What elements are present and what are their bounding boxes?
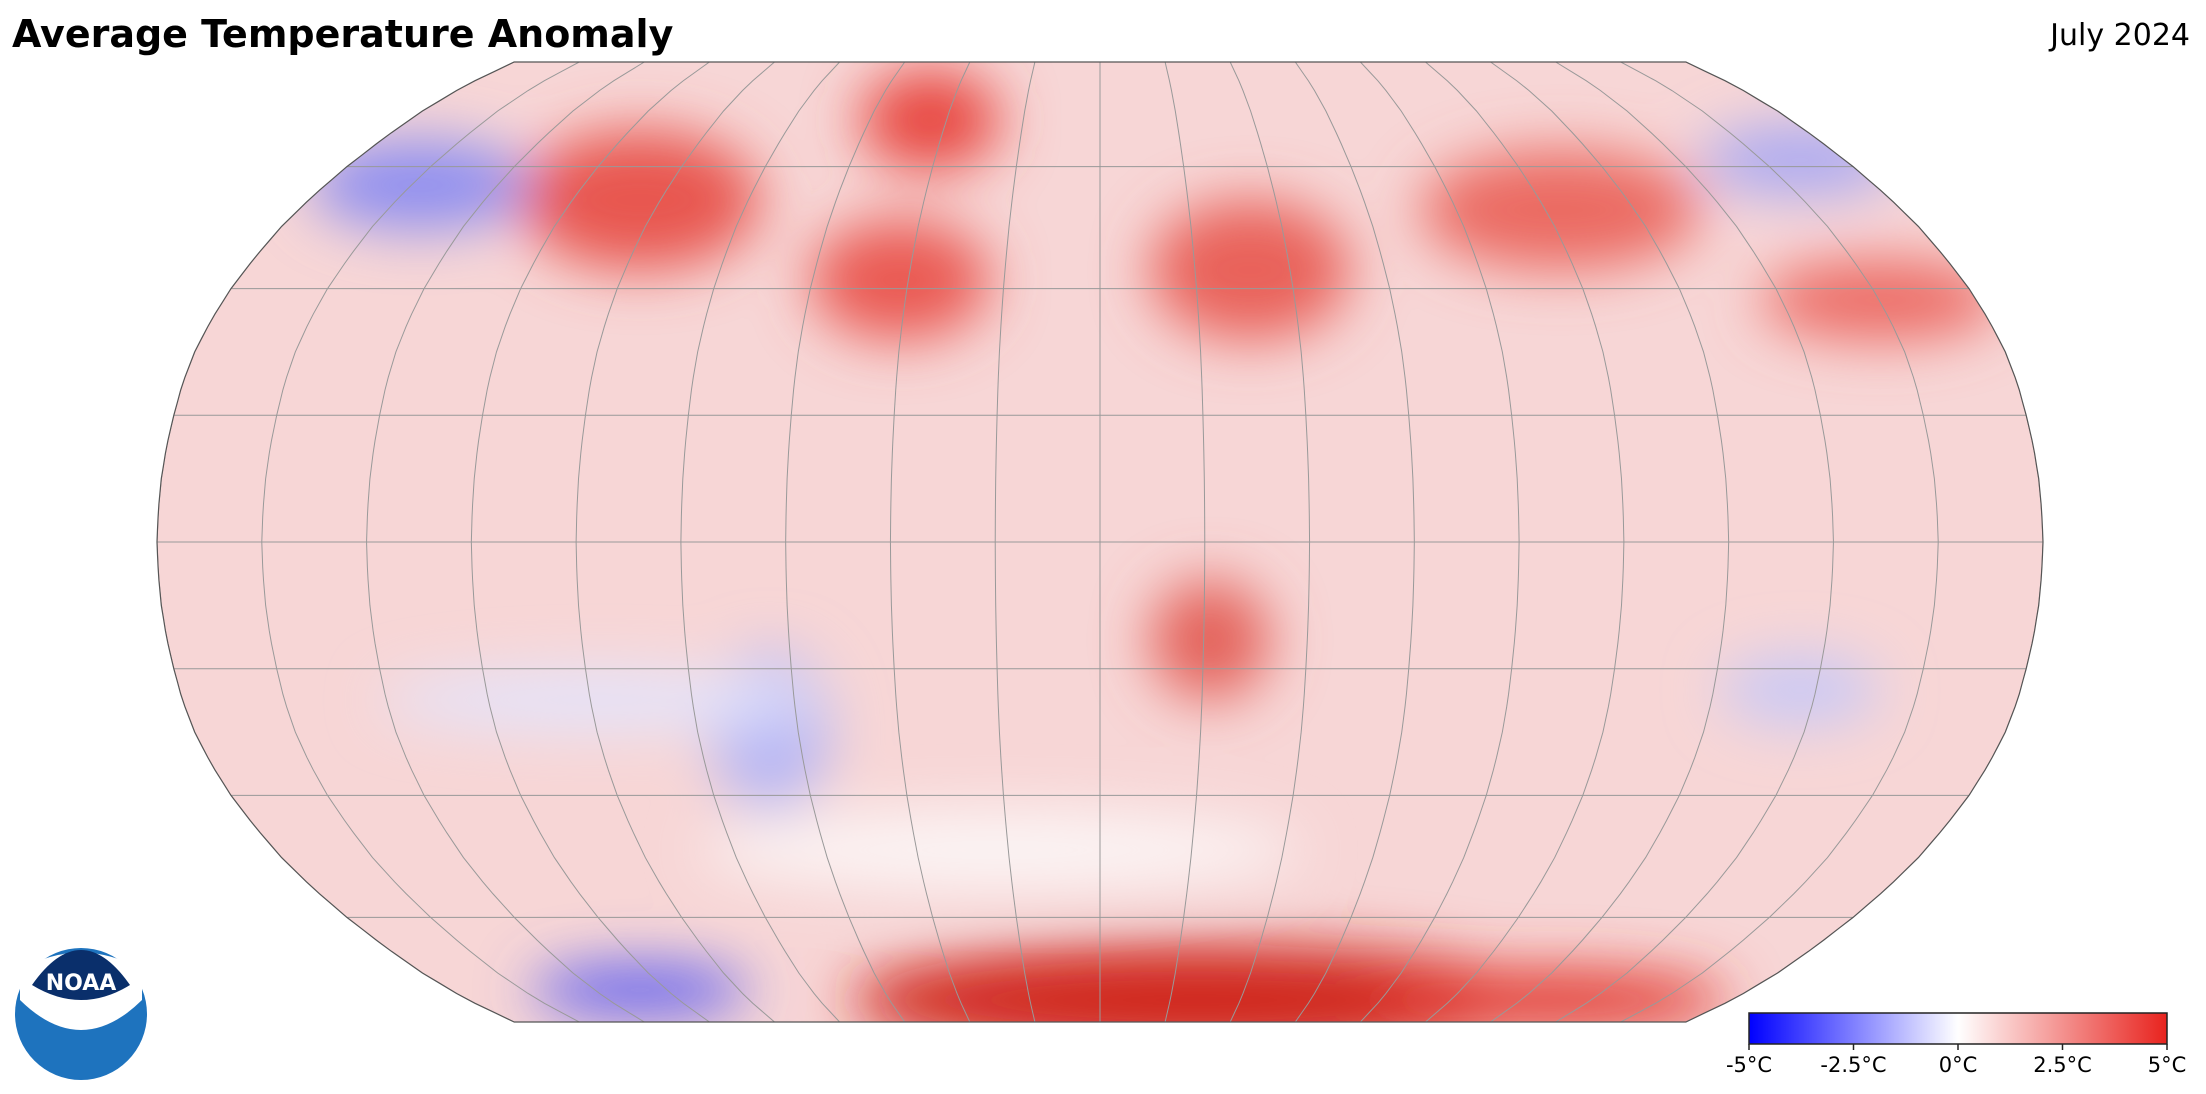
logo-text: NOAA bbox=[46, 971, 117, 996]
legend: -5°C -2.5°C 0°C 2.5°C 5°C bbox=[1726, 1012, 2187, 1077]
legend-tick-label: 2.5°C bbox=[2033, 1053, 2092, 1077]
date: July 2024 bbox=[2048, 18, 2190, 53]
legend-tick-label: -5°C bbox=[1726, 1053, 1772, 1077]
logo: NOAA bbox=[15, 948, 147, 1080]
map bbox=[157, 62, 2043, 1022]
title: Average Temperature Anomaly bbox=[12, 12, 674, 56]
logo-top bbox=[32, 950, 130, 1000]
anomaly-field bbox=[310, 70, 2000, 1022]
colorbar bbox=[1748, 1012, 2168, 1045]
map-outline bbox=[156, 61, 2044, 1023]
legend-tick-label: 5°C bbox=[2148, 1053, 2187, 1077]
legend-tick-label: 0°C bbox=[1939, 1053, 1978, 1077]
legend-tick-label: -2.5°C bbox=[1820, 1053, 1886, 1077]
